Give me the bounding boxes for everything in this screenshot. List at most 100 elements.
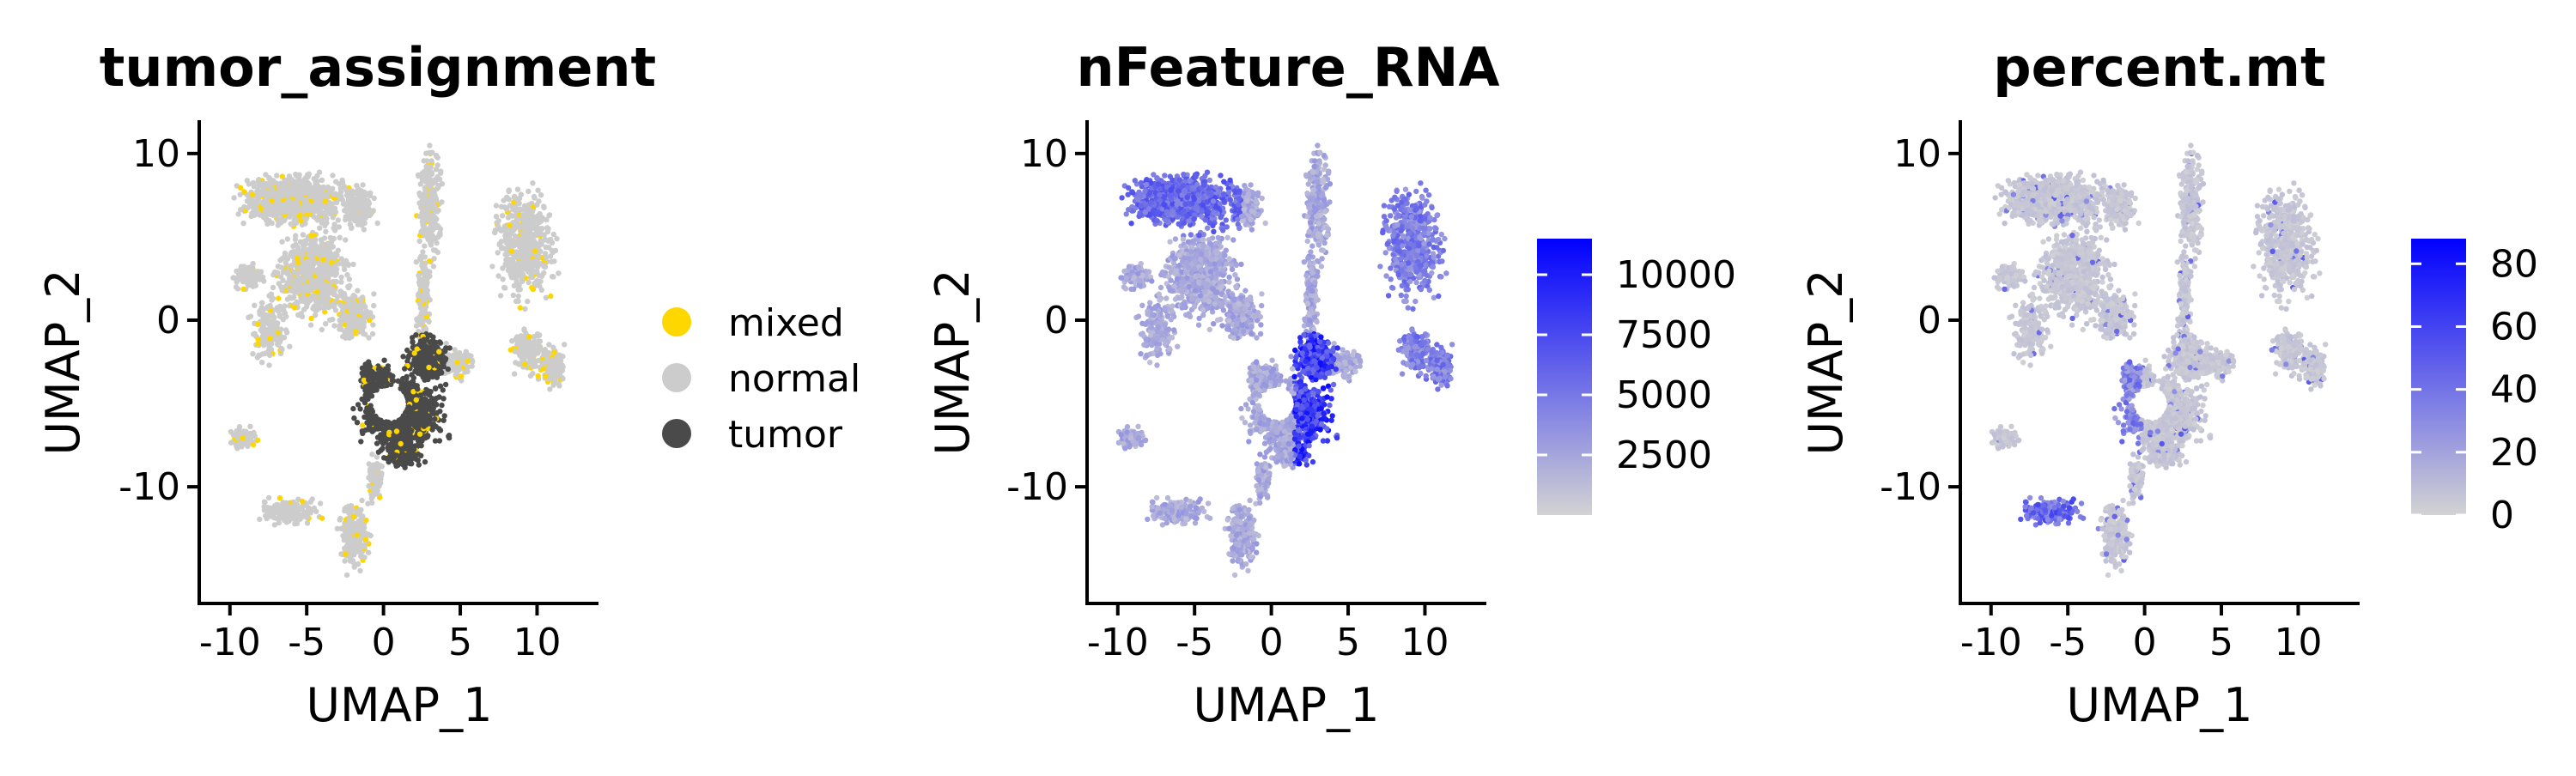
cell-point (358, 515, 364, 521)
cell-point (343, 326, 350, 332)
cell-point (498, 203, 505, 209)
cell-point (311, 251, 317, 257)
cell-point (359, 497, 365, 504)
cell-point (511, 261, 517, 268)
cell-point (419, 209, 425, 215)
cell-point (276, 295, 282, 301)
cell-point (501, 284, 507, 291)
cell-point (354, 532, 360, 538)
cell-point (511, 282, 517, 289)
cell-point (505, 256, 511, 263)
cell-point (241, 189, 247, 195)
cell-point (532, 195, 538, 201)
cell-point (309, 496, 315, 502)
cell-point (495, 250, 501, 256)
cell-point (436, 394, 442, 400)
cell-point (254, 188, 260, 195)
cell-point (339, 177, 345, 184)
cell-point (355, 288, 361, 294)
cell-point (562, 342, 568, 348)
cell-point (261, 324, 267, 331)
cell-point (316, 169, 323, 175)
cell-point (529, 234, 535, 240)
cell-point (276, 210, 283, 217)
cell-point (342, 551, 349, 557)
cell-point (350, 513, 356, 519)
cell-point (525, 265, 532, 271)
cell-point (280, 317, 286, 323)
cell-point (423, 158, 430, 164)
cell-point (359, 428, 365, 434)
cell-point (507, 212, 514, 219)
cell-point (251, 203, 257, 209)
cell-point (489, 264, 495, 270)
cell-point (368, 407, 375, 413)
cell-point (294, 255, 301, 262)
cell-point (432, 385, 439, 391)
cell-point (284, 236, 291, 242)
cell-point (357, 567, 363, 573)
cell-point (317, 305, 323, 312)
cell-point (419, 317, 425, 324)
cell-point (292, 209, 298, 215)
cell-point (422, 187, 428, 193)
cell-point (429, 149, 435, 155)
cell-point (510, 255, 516, 262)
cell-point (319, 515, 325, 521)
cell-point (440, 417, 447, 423)
cell-point (389, 378, 396, 384)
cell-point (301, 296, 307, 302)
cell-point (538, 192, 544, 198)
cell-point (304, 520, 311, 526)
cell-point (529, 217, 535, 224)
cell-point (316, 252, 322, 258)
cell-point (279, 287, 285, 294)
cell-point (359, 422, 366, 428)
cell-point (302, 238, 308, 244)
cell-point (517, 305, 523, 311)
cell-point (278, 264, 284, 270)
cell-point (532, 248, 538, 254)
cell-point (508, 248, 514, 254)
cell-point (295, 270, 301, 276)
cell-point (556, 352, 562, 358)
cell-point (358, 439, 364, 445)
cell-point (323, 228, 329, 234)
cell-point (541, 270, 547, 276)
cell-point (526, 333, 532, 340)
cell-point (317, 225, 323, 231)
cell-point (353, 328, 359, 335)
cell-point (422, 243, 428, 249)
cell-point (462, 352, 468, 358)
cell-point (262, 512, 269, 519)
cell-point (339, 197, 346, 203)
cell-point (293, 171, 299, 178)
cell-point (351, 213, 357, 220)
cell-point (370, 486, 377, 493)
cell-point (438, 168, 444, 174)
cell-point (349, 519, 356, 525)
cell-point (551, 258, 557, 264)
cell-point (375, 383, 381, 389)
cell-point (319, 241, 326, 247)
cell-point (317, 209, 324, 215)
cell-point (308, 233, 314, 239)
cell-point (401, 421, 408, 427)
cell-point (280, 277, 286, 283)
cell-point (248, 277, 255, 283)
cell-point (543, 254, 549, 261)
cell-point (281, 507, 288, 513)
cell-point (341, 266, 348, 272)
cell-point (386, 429, 392, 435)
cell-point (332, 307, 339, 313)
cell-point (423, 398, 430, 404)
cell-point (556, 270, 562, 276)
cell-point (244, 178, 250, 184)
cell-point (274, 306, 280, 312)
cell-point (362, 364, 369, 370)
cell-point (425, 207, 431, 213)
cell-point (271, 269, 278, 276)
cell-point (528, 243, 534, 249)
cell-point (415, 172, 422, 179)
cell-point (313, 508, 319, 514)
